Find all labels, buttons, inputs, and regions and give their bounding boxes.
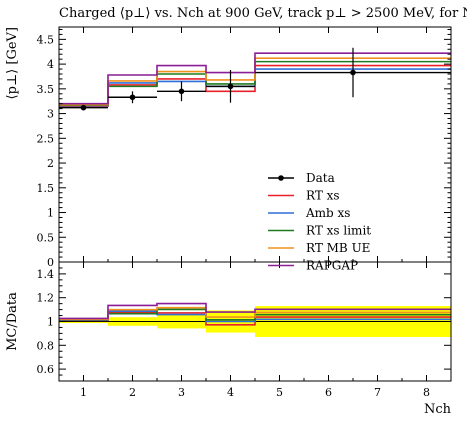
ratio-ytick-label-0.8: 0.8	[37, 339, 55, 352]
ratio-ytick-label-1: 1	[47, 316, 54, 329]
main-ytick-label-4.5: 4.5	[37, 33, 55, 46]
legend: Data RT xs Amb xs RT xs limit RT MB UE RAPGAP	[268, 171, 371, 273]
main-ytick-label-0: 0	[47, 256, 54, 269]
ratio-ylabel: MC/Data	[5, 292, 20, 351]
plot-title: Charged ⟨p⊥⟩ vs. Nch at 900 GeV, track p…	[59, 6, 467, 21]
ratio-xtick-label-2: 2	[129, 386, 136, 399]
data-point-5	[350, 69, 356, 76]
main-ytick-label-2: 2	[47, 157, 54, 170]
legend-label-rt-xs-limit: RT xs limit	[306, 224, 371, 238]
legend-label-amb-xs: Amb xs	[305, 206, 350, 220]
main-ytick-label-3: 3	[47, 108, 54, 121]
legend-label-data: Data	[306, 171, 335, 185]
main-panel: 0 0.5 1 1.5 2 2.5 3 3.5 4 4.5 ⟨p⊥⟩ [GeV]	[5, 26, 452, 269]
main-ytick-label-2.5: 2.5	[37, 132, 55, 145]
main-ytick-label-3.5: 3.5	[37, 83, 55, 96]
main-ytick-label-1: 1	[47, 207, 54, 220]
main-ylabel: ⟨p⊥⟩ [GeV]	[5, 27, 20, 99]
main-ytick-label-0.5: 0.5	[37, 231, 55, 244]
ratio-xtick-label-5: 5	[276, 386, 283, 399]
data-point-1	[80, 104, 87, 111]
ratio-series-rapgap	[59, 302, 451, 320]
data-point-4	[227, 83, 234, 90]
ratio-xtick-label-3: 3	[178, 386, 185, 399]
data-point-2	[129, 94, 136, 101]
main-ytick-label-1.5: 1.5	[37, 182, 55, 195]
ratio-panel: 1 2 3 4 5 6 7 8 0.6 0.8 1 1.2 1.4 MC/Data Nch	[5, 261, 452, 417]
main-series-rapgap	[59, 52, 451, 105]
ratio-ytick-label-1.4: 1.4	[37, 268, 55, 281]
ratio-xlabel: Nch	[424, 402, 452, 417]
ratio-xtick-label-7: 7	[374, 386, 381, 399]
ratio-xtick-label-6: 6	[325, 386, 332, 399]
legend-label-rt-mb-ue: RT MB UE	[306, 241, 370, 255]
legend-label-rapgap: RAPGAP	[306, 259, 358, 273]
legend-label-rt-xs: RT xs	[306, 189, 340, 203]
data-point-3	[178, 88, 185, 95]
main-ytick-label-4: 4	[47, 58, 54, 71]
ratio-ytick-label-0.6: 0.6	[37, 363, 55, 376]
ratio-xtick-label-4: 4	[227, 386, 234, 399]
legend-marker-dot-data	[278, 175, 284, 181]
ratio-xtick-label-1: 1	[80, 386, 87, 399]
ratio-xtick-label-8: 8	[423, 386, 430, 399]
ratio-ytick-label-1.2: 1.2	[37, 292, 55, 305]
